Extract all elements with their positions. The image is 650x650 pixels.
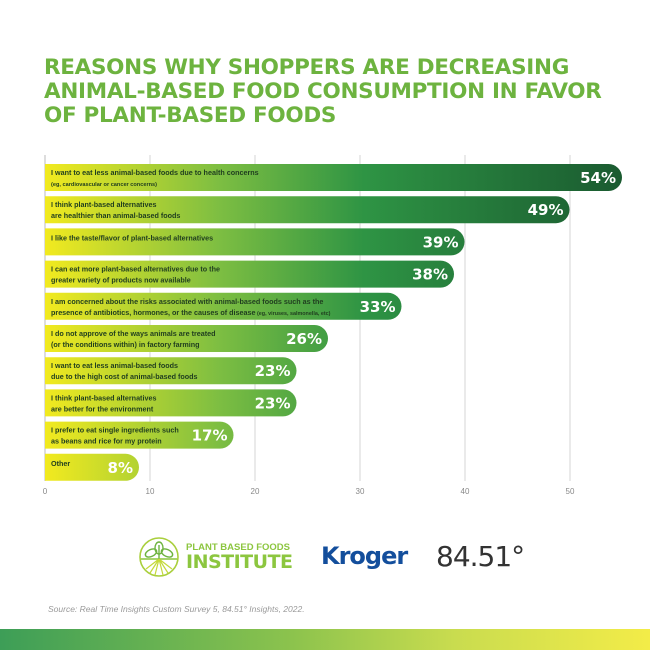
bar-group: I can eat more plant-based alternatives … (45, 260, 455, 288)
x-tick-label: 0 (43, 487, 48, 496)
x-tick-label: 50 (566, 487, 575, 496)
footer-gradient-bar (0, 629, 650, 650)
bar-value-label: 39% (423, 233, 459, 251)
bar (45, 196, 570, 224)
bar-value-label: 38% (412, 266, 448, 284)
bar-value-label: 49% (528, 201, 564, 219)
bar-category-label: I do not approve of the ways animals are… (51, 329, 216, 338)
bar-group: I prefer to eat single ingredients such a… (45, 421, 234, 449)
x-tick-label: 30 (356, 487, 365, 496)
bar-category-label-line2: (eg, cardiovascular or cancer concerns) (51, 182, 157, 188)
bar-group: I want to eat less animal-based foods du… (45, 164, 622, 191)
pbfi-logo-line1: PLANT BASED FOODS (186, 541, 290, 553)
bar-group: I do not approve of the ways animals are… (45, 325, 328, 352)
bar-group: I like the taste/flavor of plant-based a… (45, 228, 465, 256)
bar-category-label-line2: are better for the environment (51, 404, 154, 413)
8451-logo: 84.51° (436, 540, 525, 573)
bar (45, 389, 297, 417)
bar-category-label: I prefer to eat single ingredients such (51, 426, 179, 435)
bar-category-label: I think plant-based alternatives (51, 393, 156, 402)
bar (45, 325, 328, 352)
bar-category-label: I am concerned about the risks associate… (51, 297, 323, 306)
bar (45, 260, 455, 288)
plant-leaf-icon (139, 537, 179, 577)
chart-title: REASONS WHY SHOPPERS ARE DECREASING ANIM… (44, 55, 602, 128)
plant-based-foods-institute-logo: PLANT BASED FOODS INSTITUTE (138, 536, 293, 578)
x-tick-label: 20 (251, 487, 260, 496)
bar (45, 453, 139, 481)
x-tick-label: 40 (461, 487, 470, 496)
bar (45, 228, 465, 256)
bar-category-label-line2: presence of antibiotics, hormones, or th… (51, 308, 331, 317)
kroger-logo: Kroger (321, 542, 408, 570)
bar-value-label: 33% (360, 298, 396, 316)
bar-group: I think plant-based alternatives are bett… (45, 389, 297, 417)
bar-group: I want to eat less animal-based foods due… (45, 357, 297, 385)
bar-group: Other 8% (45, 453, 139, 481)
bar-category-label: I want to eat less animal-based foods (51, 361, 178, 370)
bar-category-label: I like the taste/flavor of plant-based a… (51, 233, 213, 242)
bar-category-label-line2: greater variety of products now availabl… (51, 276, 191, 285)
bar-category-label-line2: are healthier than animal-based foods (51, 211, 180, 220)
bar (45, 357, 297, 385)
source-note: Source: Real Time Insights Custom Survey… (48, 604, 305, 614)
bar-category-label-line2: due to the high cost of animal-based foo… (51, 372, 198, 381)
bar-category-label-line2: as beans and rice for my protein (51, 437, 162, 446)
bar-value-label: 54% (580, 169, 616, 187)
bar-group: I am concerned about the risks associate… (45, 292, 402, 320)
bar-category-label: I want to eat less animal-based foods du… (51, 168, 259, 177)
bar (45, 421, 234, 449)
bar (45, 292, 402, 320)
bar-category-label: Other (51, 459, 70, 468)
bar-chart: I want to eat less animal-based foods du… (43, 155, 622, 496)
bar (45, 164, 622, 191)
bar-category-label-line2: (or the conditions within) in factory fa… (51, 340, 200, 349)
bar-value-label: 17% (192, 427, 228, 445)
bar-group: I think plant-based alternatives are heal… (45, 196, 570, 224)
bar-value-label: 8% (108, 459, 133, 477)
bar-value-label: 26% (286, 330, 322, 348)
bar-category-label: I can eat more plant-based alternatives … (51, 265, 220, 274)
bar-value-label: 23% (255, 394, 291, 412)
bar-value-label: 23% (255, 362, 291, 380)
x-tick-label: 10 (146, 487, 155, 496)
bar-category-label: I think plant-based alternatives (51, 200, 156, 209)
pbfi-logo-line2: INSTITUTE (186, 550, 293, 573)
